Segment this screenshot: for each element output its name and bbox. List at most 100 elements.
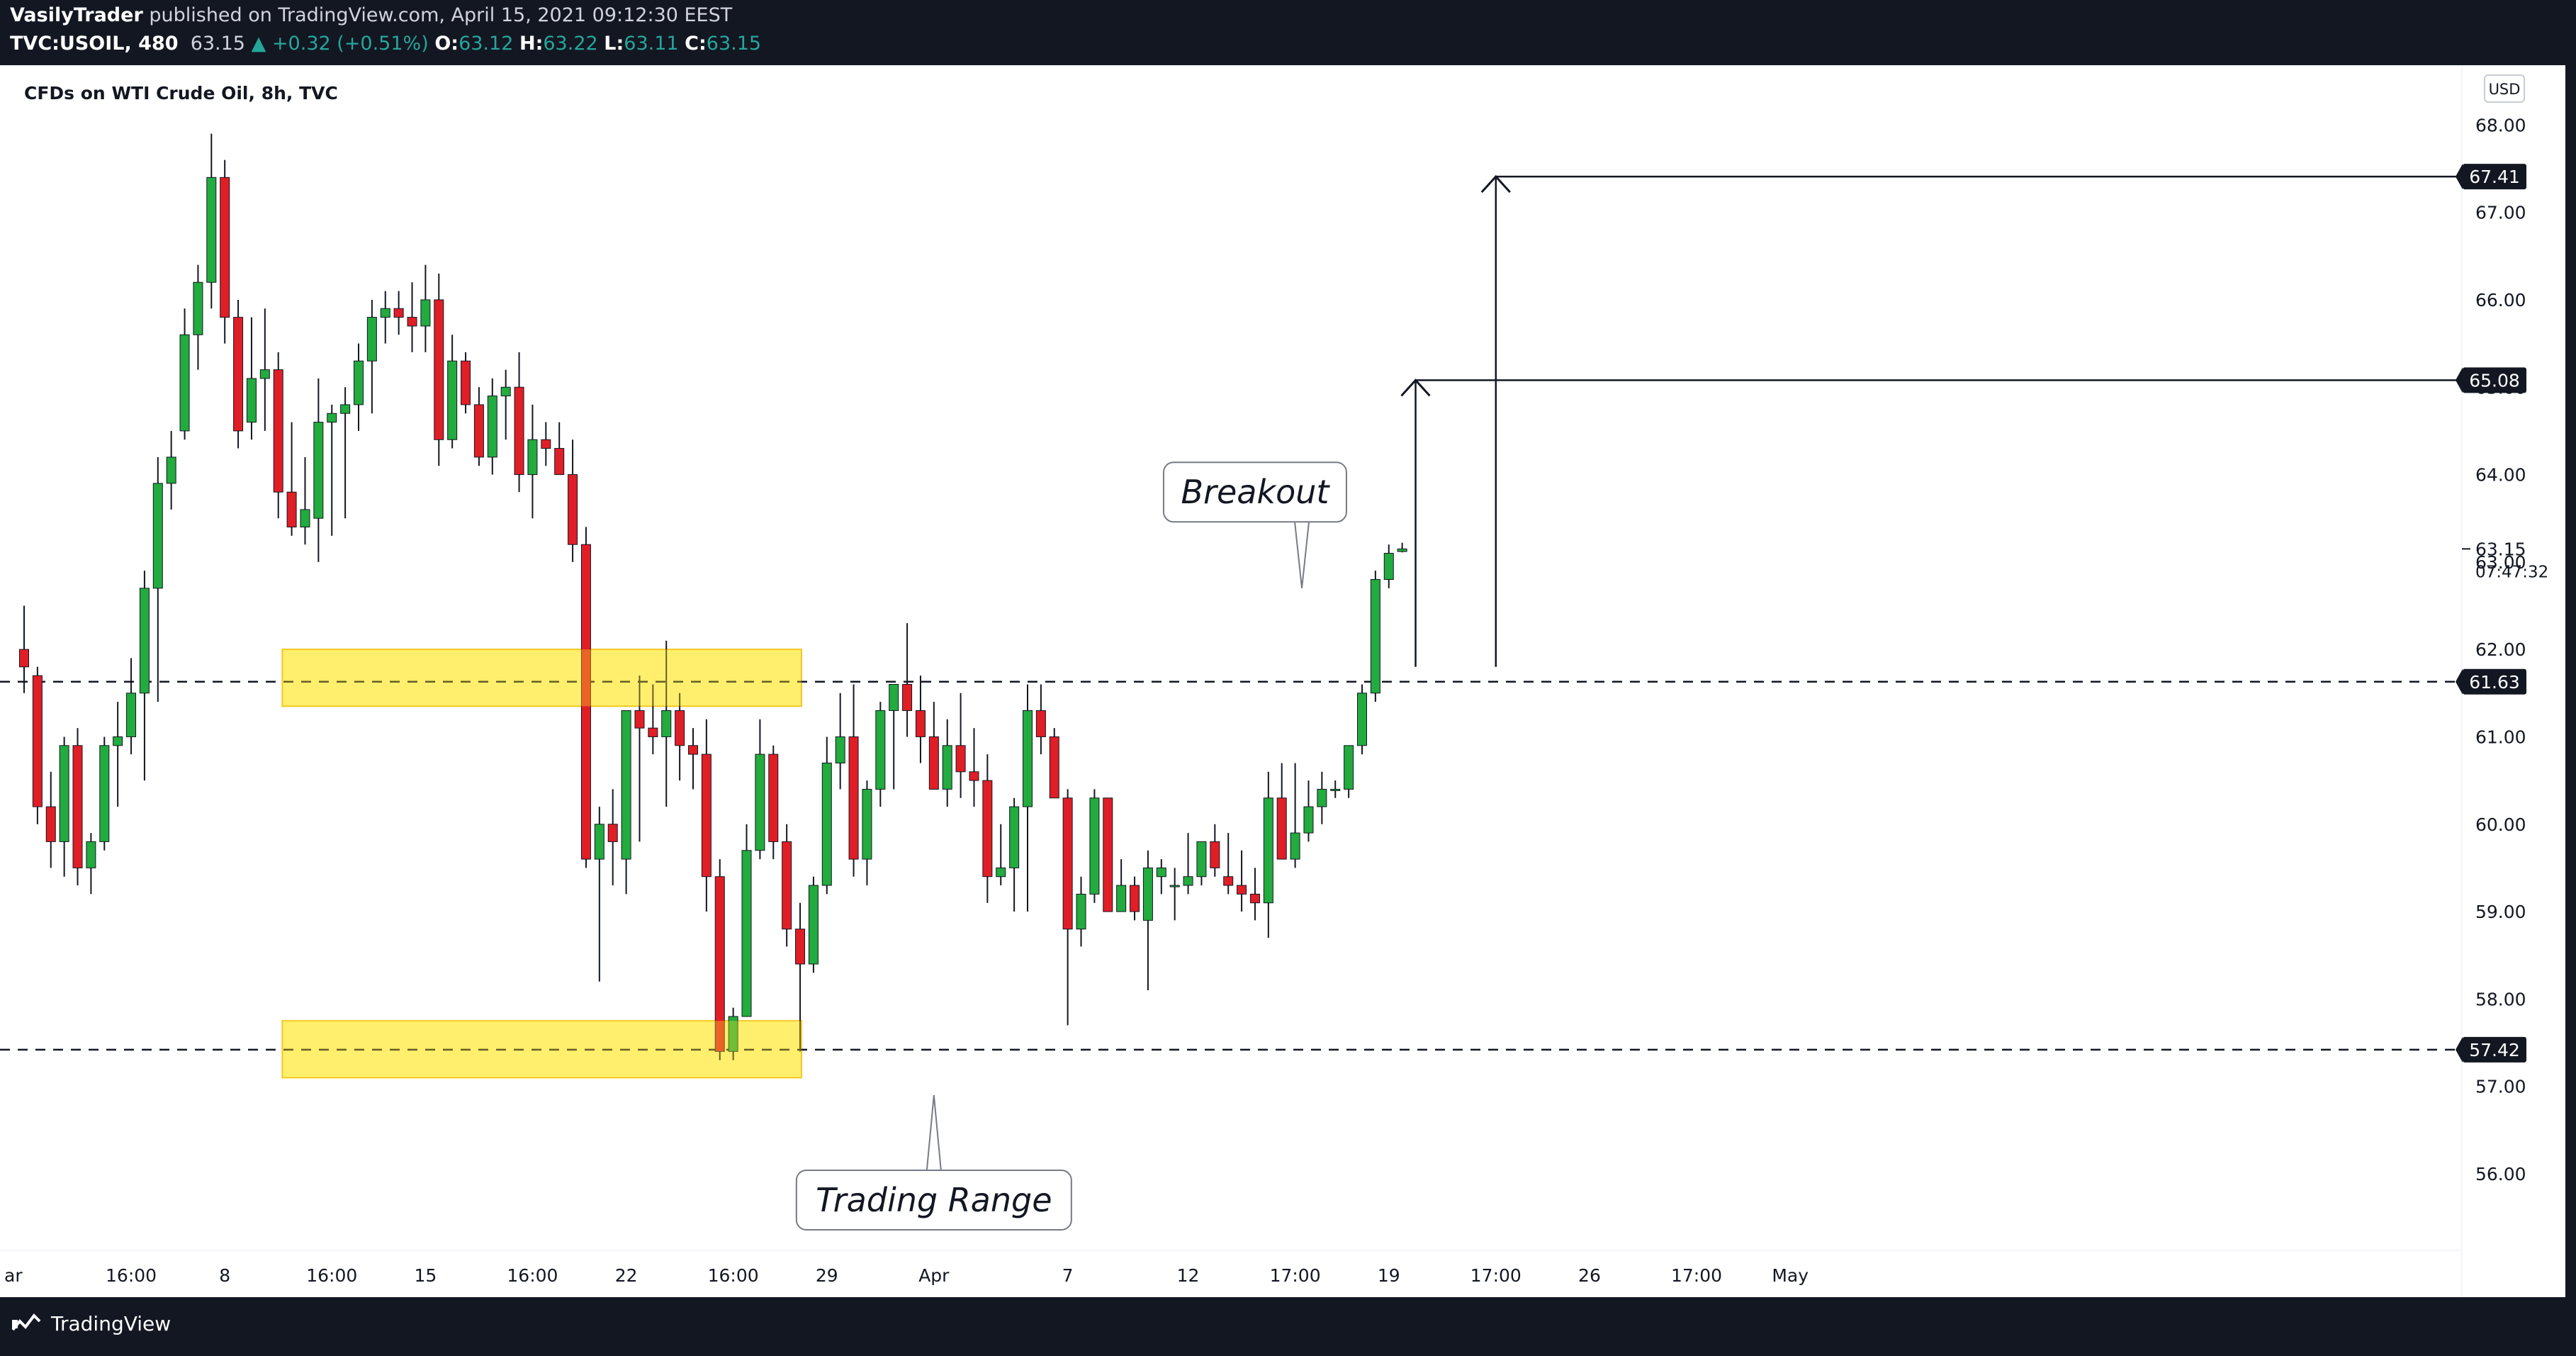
bull-candle (300, 509, 310, 528)
callout-box (795, 1169, 1072, 1231)
price-tick-label: 59.00 (2475, 902, 2526, 922)
price-tick-label: 58.00 (2475, 989, 2526, 1009)
bear-candle (393, 308, 404, 318)
last-price: 63.15 (190, 33, 245, 55)
annotation-callouts: Breakout Trading Range (795, 461, 1347, 1231)
price-tag (2463, 1036, 2526, 1063)
low-label: L: (604, 33, 624, 55)
footer-bar: TradingView (0, 1297, 2576, 1356)
bear-candle (1276, 797, 1287, 860)
price-change: +0.32 (+0.51%) (271, 33, 429, 55)
up-arrow-icon: ▲ (251, 33, 266, 55)
bull-candle (1116, 885, 1127, 912)
bull-candle (1317, 788, 1327, 807)
time-tick-label: 17:00 (1470, 1265, 1522, 1286)
time-tick-label: 17:00 (1671, 1265, 1722, 1286)
price-tick-label: 63.00 (2475, 552, 2526, 573)
bear-candle (473, 404, 484, 458)
bull-candle (1076, 893, 1086, 930)
bull-candle (340, 404, 351, 414)
time-tick-label: May (1772, 1265, 1809, 1286)
bear-candle (568, 474, 578, 545)
range-zone-overlay (282, 1021, 802, 1078)
price-tag-notch (2456, 1036, 2463, 1063)
brand-label: TradingView (51, 1311, 171, 1335)
bear-candle (286, 491, 297, 528)
bear-candle (607, 824, 618, 842)
price-tag-label: 67.41 (2469, 167, 2520, 187)
time-tick-label: 22 (615, 1265, 638, 1286)
bear-candle (1249, 893, 1260, 904)
bear-candle (1223, 876, 1234, 886)
bear-candle (648, 727, 658, 737)
time-tick-label: 16:00 (708, 1265, 759, 1286)
bull-candle (59, 745, 69, 842)
bull-candle (366, 317, 377, 362)
low-value: 63.11 (624, 33, 679, 55)
bear-candle (45, 806, 56, 842)
time-tick-label: 16:00 (106, 1265, 157, 1286)
bull-candle (527, 439, 538, 476)
bull-candle (1357, 693, 1367, 746)
bull-candle (808, 885, 819, 965)
bull-candle (835, 736, 845, 763)
bull-candle (594, 824, 604, 860)
bull-candle (875, 710, 886, 790)
tradingview-brand[interactable]: TradingView (10, 1311, 171, 1335)
chart-canvas[interactable]: CFDs on WTI Crude Oil, 8h, TVC USD Break… (0, 65, 2565, 1297)
bull-candle (1344, 745, 1354, 790)
bull-candle (152, 483, 163, 589)
bar-countdown-label: 07:47:32 (2475, 563, 2548, 581)
candlestick-series (19, 133, 1407, 1078)
price-tick-label: 62.00 (2475, 639, 2526, 660)
symbol-label: TVC:USOIL, 480 (10, 33, 179, 55)
price-axis[interactable]: 68.0067.0066.0065.0064.0063.0062.0061.00… (2456, 115, 2548, 1184)
bull-candle (259, 369, 270, 379)
bull-candle (327, 413, 337, 423)
time-tick-label: 16:00 (306, 1265, 357, 1286)
bull-candle (1169, 885, 1180, 887)
bear-candle (19, 649, 29, 668)
bull-candle (821, 762, 832, 886)
range-zone-overlay (282, 649, 802, 707)
bull-candle (139, 588, 150, 694)
bull-candle (246, 378, 257, 423)
open-label: O: (434, 33, 459, 55)
bull-candle (113, 736, 123, 746)
currency-badge[interactable]: USD (2484, 74, 2525, 103)
bear-candle (1130, 885, 1140, 912)
bear-candle (768, 753, 779, 842)
price-tag (2463, 668, 2526, 695)
bear-candle (714, 876, 725, 1052)
time-axis[interactable]: ar 16:00 8 16:00 15 16:00 22 16:00 29 Apr 7 12 17:00… (4, 1265, 1809, 1286)
bull-candle (447, 360, 458, 440)
publish-info: VasilyTrader published on TradingView.co… (10, 4, 732, 26)
bull-candle (1303, 806, 1314, 834)
bull-candle (166, 456, 176, 484)
bull-candle (1330, 788, 1341, 791)
support-resistance-zones (281, 649, 802, 1079)
quote-line: TVC:USOIL, 480 63.15 ▲ +0.32 (+0.51%) O:… (10, 33, 761, 55)
price-tag-notch (2456, 367, 2463, 393)
bull-candle (1142, 867, 1153, 921)
bull-candle (313, 422, 324, 519)
bull-candle (1263, 797, 1273, 904)
time-tick-label: 29 (816, 1265, 838, 1286)
callout-pointer (926, 1094, 942, 1171)
bear-candle (795, 929, 806, 965)
bull-candle (1196, 841, 1207, 878)
publisher-name[interactable]: VasilyTrader (10, 4, 143, 26)
bear-candle (233, 317, 244, 432)
time-tick-label: Apr (918, 1265, 950, 1286)
time-tick-label: 19 (1378, 1265, 1400, 1286)
bear-candle (969, 771, 979, 781)
bull-candle (889, 683, 899, 711)
bear-candle (580, 544, 591, 860)
bear-candle (554, 448, 565, 476)
bull-candle (1089, 797, 1100, 895)
callout-text: Breakout (1181, 473, 1330, 511)
price-tick-label: 60.00 (2475, 814, 2526, 835)
open-value: 63.12 (459, 33, 514, 55)
high-value: 63.22 (543, 33, 598, 55)
bear-candle (634, 710, 645, 729)
